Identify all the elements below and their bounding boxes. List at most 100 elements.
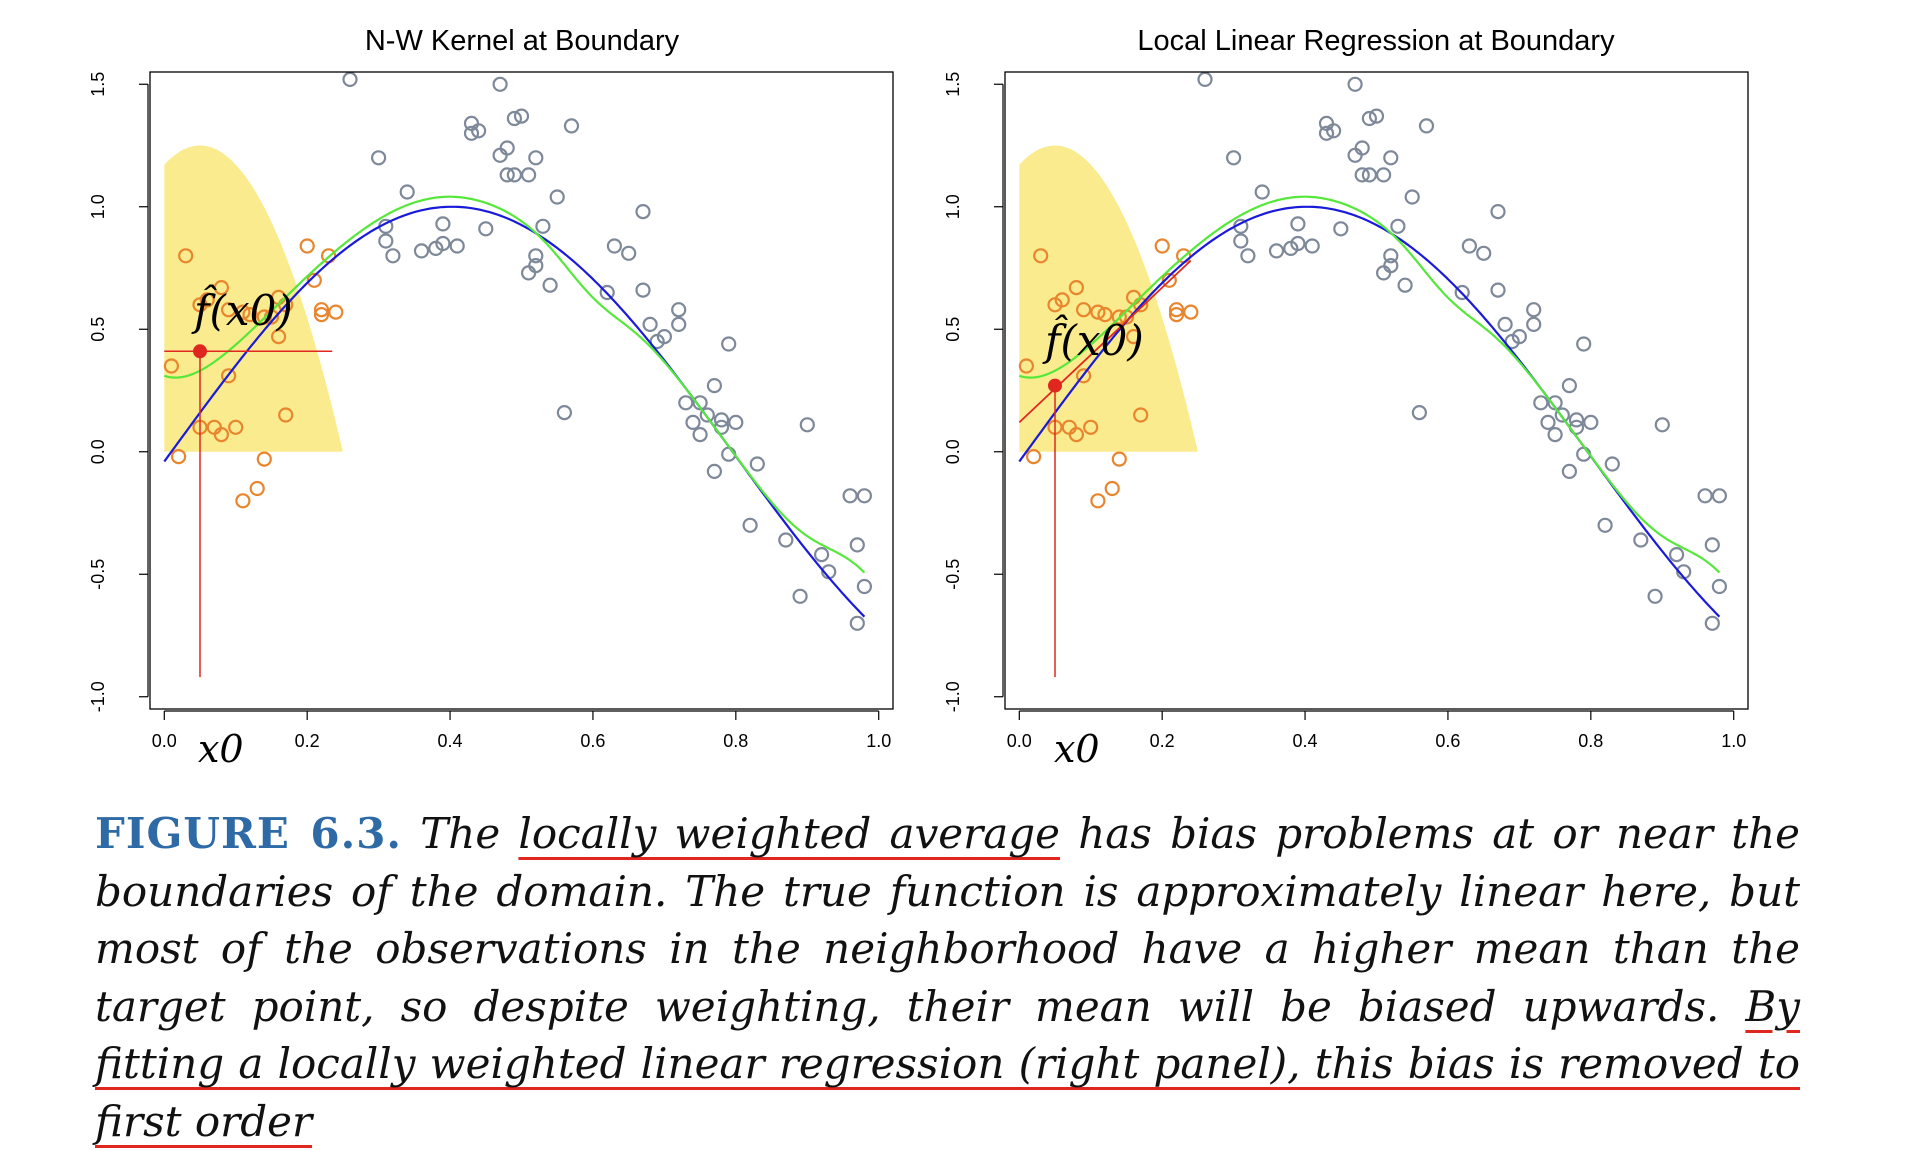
data-point [1383,258,1399,274]
data-point [528,150,544,166]
data-point [1604,456,1620,472]
data-point [1390,218,1406,234]
data-point [1411,405,1428,421]
data-point [856,488,873,504]
data-point-in-neighborhood [271,329,287,345]
y-tick-label: 1.5 [88,72,108,97]
data-point [1268,243,1285,259]
data-point [635,282,651,298]
x-tick-label: 0.0 [1007,731,1032,751]
data-point [1375,167,1392,183]
data-point [1354,140,1370,156]
data-point [692,427,708,443]
fitted-curve [1018,195,1721,574]
data-point-in-neighborhood [1111,309,1127,325]
y-tick-label: 1.0 [943,194,963,219]
data-point [535,218,551,234]
data-point-in-neighborhood [1075,302,1092,318]
data-point [1540,414,1556,430]
data-point [842,488,858,504]
data-point [1333,221,1349,237]
data-point [513,108,530,124]
data-point [1347,76,1363,92]
data-point [813,546,830,563]
fhat-x0-point [193,344,208,359]
data-point-in-neighborhood [228,419,244,435]
x-tick-label: 0.4 [438,731,463,751]
data-point-in-neighborhood [1161,272,1177,288]
data-point-in-neighborhood [1090,493,1106,509]
data-point [699,407,715,423]
data-point-in-neighborhood [1068,427,1085,443]
data-point-in-neighborhood [306,272,322,288]
data-point-in-neighborhood [1168,302,1185,318]
x-tick-label: 1.0 [866,731,891,751]
y-tick-label: 1.0 [88,194,108,219]
y-tick-label: -1.0 [88,681,108,712]
data-point-in-neighborhood [1104,480,1120,497]
data-point [792,588,808,604]
data-point [1711,578,1728,595]
data-point [1318,125,1335,141]
data-point [728,414,744,430]
data-point [549,189,565,205]
data-point [520,167,537,183]
figure-6-3-plots: N-W Kernel at Boundary 0.0 0.2 0.4 0.6 0.8 1.… [88,25,1749,771]
x-tick-label: 1.0 [1721,731,1746,751]
data-point-in-neighborhood [1083,419,1099,435]
data-point-in-neighborhood [1018,358,1035,374]
data-point-in-neighborhood [213,427,229,443]
x-tick-label: 0.8 [1578,731,1603,751]
local-linear-fit-segment [1018,259,1192,424]
data-point [499,167,515,183]
kernel-weight-region [1019,145,1198,452]
data-point [463,115,480,132]
data-point [528,248,544,264]
data-point [635,204,651,220]
data-point-in-neighborhood [221,302,237,318]
data-point [1597,517,1613,533]
data-point [1254,184,1270,200]
data-point [1318,115,1335,132]
data-point-in-neighborhood [171,449,187,465]
data-point [706,378,723,394]
data-point [1654,417,1670,433]
data-point [599,284,615,301]
data-point [563,118,580,134]
data-point-in-neighborhood [199,292,215,308]
data-point [471,123,487,139]
caption-text-1: The [402,809,519,858]
data-point [1668,546,1685,563]
data-point [1325,123,1342,139]
data-point-in-neighborhood [313,302,330,318]
data-point [435,216,451,232]
x-tick-label: 0.6 [1435,731,1460,751]
data-point [1704,537,1720,553]
data-point [542,277,558,293]
data-point [671,316,687,332]
data-point [1576,336,1592,352]
data-point [1490,282,1506,298]
data-point [492,147,508,163]
y-tick-label: 0.5 [943,317,963,342]
data-point [1404,189,1420,205]
data-point [1290,216,1306,232]
fhat-x0-label: f̂(x0) [1042,313,1144,365]
data-point [856,578,873,595]
y-tick-label: -1.0 [943,681,963,712]
y-tick-label: -0.5 [943,559,963,590]
data-point [1533,395,1549,411]
data-point [1633,532,1649,548]
data-point [1197,71,1213,88]
data-point [721,336,737,352]
panel-title: Local Linear Regression at Boundary [1137,25,1615,57]
data-point-in-neighborhood [1025,449,1042,465]
data-point [713,412,730,428]
data-point [506,110,523,127]
data-point [520,265,537,281]
data-point [1454,284,1470,301]
data-point [1511,329,1528,345]
data-point [742,517,758,533]
data-point [1704,615,1720,631]
plot-frame [1004,71,1749,710]
